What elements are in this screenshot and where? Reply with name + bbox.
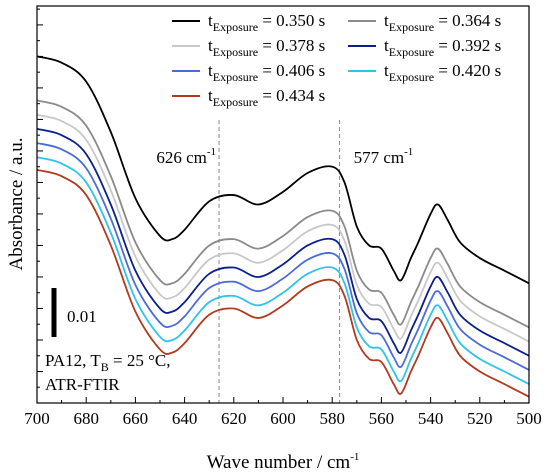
x-tick-label: 640: [172, 409, 198, 428]
annotation-lines: [218, 120, 341, 403]
x-tick-label: 660: [123, 409, 149, 428]
series-layer: [36, 55, 530, 398]
legend-label: tExposure = 0.434 s: [208, 86, 325, 109]
x-tick-label: 500: [516, 409, 542, 428]
x-tick-label: 700: [24, 409, 50, 428]
x-tick-label: 680: [73, 409, 99, 428]
series-line: [36, 156, 530, 385]
y-axis: [37, 8, 43, 388]
series-line: [36, 113, 530, 343]
x-tick-label: 600: [270, 409, 296, 428]
x-tick-label: 540: [418, 409, 444, 428]
legend-label: tExposure = 0.350 s: [208, 11, 325, 34]
sample-info-line1: PA12, TB = 25 °C,: [45, 351, 171, 374]
legend-label: tExposure = 0.364 s: [384, 11, 501, 34]
annotation-label: 577 cm-1: [354, 146, 414, 167]
legend: tExposure = 0.350 s tExposure = 0.364 stE…: [172, 11, 501, 109]
legend-label: tExposure = 0.392 s: [384, 36, 501, 59]
scale-bar-label: 0.01: [67, 307, 97, 326]
series-line: [36, 128, 530, 357]
scale-bar: 0.01: [51, 288, 97, 337]
sample-info: PA12, TB = 25 °C, ATR-FTIR: [45, 351, 171, 394]
x-tick-label: 560: [369, 409, 395, 428]
x-tick-label: 520: [467, 409, 493, 428]
series-line: [36, 142, 530, 371]
x-tick-label: 580: [319, 409, 345, 428]
series-line: [36, 168, 530, 398]
x-axis-title: Wave number / cm-1: [207, 451, 360, 473]
legend-label: tExposure = 0.420 s: [384, 61, 501, 84]
x-axis: 700 680 660 640 620 600 580 560 540 520 500: [24, 397, 542, 428]
sample-info-line2: ATR-FTIR: [45, 375, 120, 394]
x-tick-label: 620: [221, 409, 247, 428]
series-line: [36, 55, 530, 285]
annotation-label: 626 cm-1: [156, 146, 216, 167]
legend-label: tExposure = 0.378 s: [208, 36, 325, 59]
legend-label: tExposure = 0.406 s: [208, 61, 325, 84]
series-line: [36, 99, 530, 329]
y-axis-title: Absorbance / a.u.: [6, 138, 27, 271]
annotation-labels: 626 cm-1 577 cm-1: [156, 146, 413, 167]
